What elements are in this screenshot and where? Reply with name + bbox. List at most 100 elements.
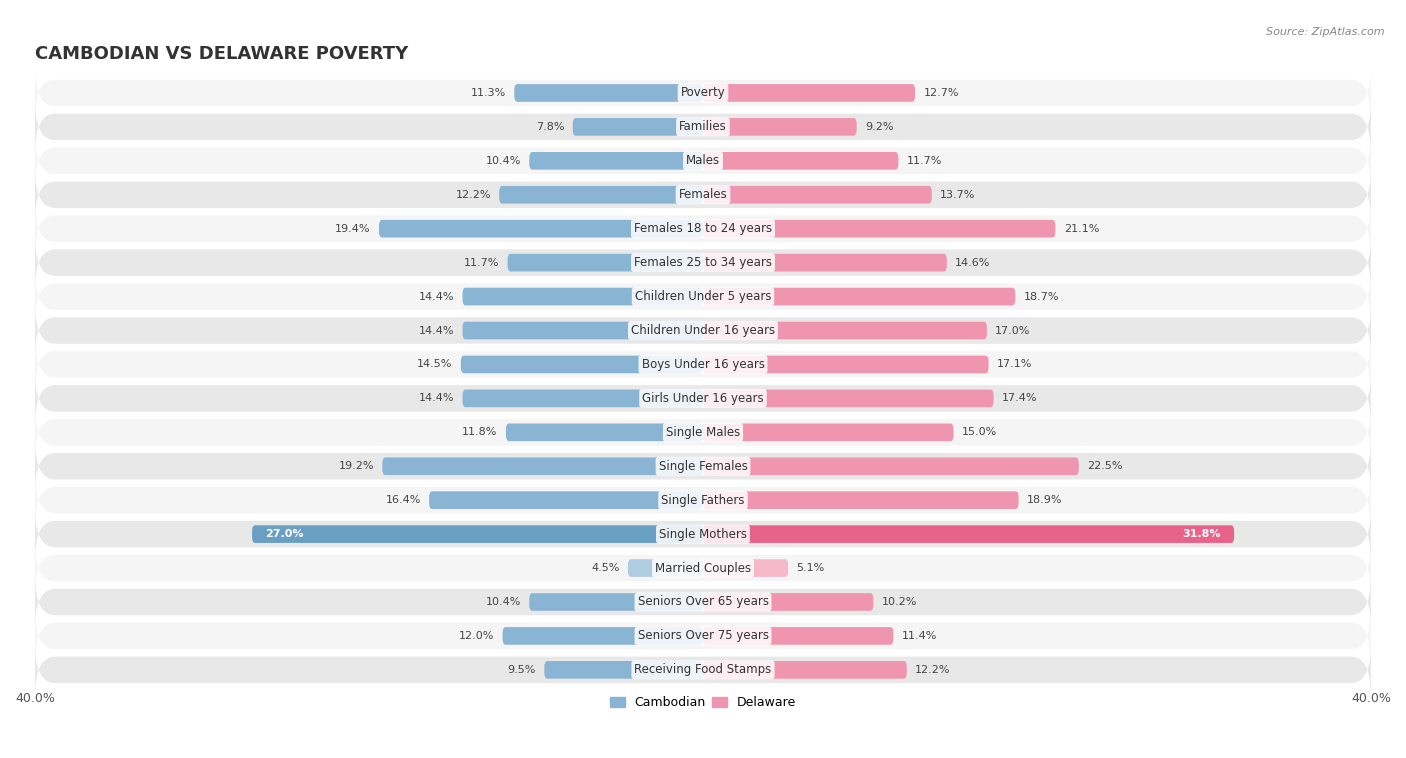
- Text: Single Females: Single Females: [658, 460, 748, 473]
- Text: Poverty: Poverty: [681, 86, 725, 99]
- FancyBboxPatch shape: [35, 168, 1371, 222]
- Text: Source: ZipAtlas.com: Source: ZipAtlas.com: [1267, 27, 1385, 36]
- Text: CAMBODIAN VS DELAWARE POVERTY: CAMBODIAN VS DELAWARE POVERTY: [35, 45, 408, 64]
- Text: 12.0%: 12.0%: [458, 631, 495, 641]
- Text: 21.1%: 21.1%: [1064, 224, 1099, 233]
- Text: Boys Under 16 years: Boys Under 16 years: [641, 358, 765, 371]
- Text: 27.0%: 27.0%: [266, 529, 304, 539]
- Text: 19.4%: 19.4%: [335, 224, 371, 233]
- FancyBboxPatch shape: [380, 220, 703, 237]
- Text: 11.4%: 11.4%: [901, 631, 938, 641]
- FancyBboxPatch shape: [35, 642, 1371, 697]
- Text: 18.9%: 18.9%: [1026, 495, 1063, 505]
- FancyBboxPatch shape: [703, 390, 994, 407]
- Text: 12.2%: 12.2%: [456, 190, 491, 200]
- FancyBboxPatch shape: [35, 575, 1371, 629]
- FancyBboxPatch shape: [463, 288, 703, 305]
- FancyBboxPatch shape: [703, 525, 1234, 543]
- Text: Married Couples: Married Couples: [655, 562, 751, 575]
- Text: Families: Families: [679, 121, 727, 133]
- FancyBboxPatch shape: [463, 390, 703, 407]
- Text: Seniors Over 65 years: Seniors Over 65 years: [637, 596, 769, 609]
- Text: 22.5%: 22.5%: [1087, 462, 1122, 471]
- FancyBboxPatch shape: [35, 235, 1371, 290]
- Text: Girls Under 16 years: Girls Under 16 years: [643, 392, 763, 405]
- Text: 16.4%: 16.4%: [385, 495, 420, 505]
- Text: 11.3%: 11.3%: [471, 88, 506, 98]
- FancyBboxPatch shape: [463, 321, 703, 340]
- FancyBboxPatch shape: [35, 609, 1371, 663]
- FancyBboxPatch shape: [35, 540, 1371, 596]
- Text: 9.2%: 9.2%: [865, 122, 893, 132]
- FancyBboxPatch shape: [502, 627, 703, 645]
- FancyBboxPatch shape: [461, 356, 703, 373]
- FancyBboxPatch shape: [703, 186, 932, 204]
- Text: 10.4%: 10.4%: [485, 597, 522, 607]
- FancyBboxPatch shape: [544, 661, 703, 678]
- Text: 14.4%: 14.4%: [419, 325, 454, 336]
- FancyBboxPatch shape: [35, 201, 1371, 256]
- FancyBboxPatch shape: [703, 118, 856, 136]
- FancyBboxPatch shape: [35, 371, 1371, 426]
- FancyBboxPatch shape: [506, 424, 703, 441]
- FancyBboxPatch shape: [35, 269, 1371, 324]
- Text: 10.4%: 10.4%: [485, 156, 522, 166]
- FancyBboxPatch shape: [703, 254, 946, 271]
- FancyBboxPatch shape: [703, 321, 987, 340]
- FancyBboxPatch shape: [515, 84, 703, 102]
- Text: 9.5%: 9.5%: [508, 665, 536, 675]
- Text: 13.7%: 13.7%: [941, 190, 976, 200]
- Text: 17.0%: 17.0%: [995, 325, 1031, 336]
- Text: 5.1%: 5.1%: [797, 563, 825, 573]
- FancyBboxPatch shape: [703, 288, 1015, 305]
- FancyBboxPatch shape: [703, 220, 1056, 237]
- FancyBboxPatch shape: [703, 627, 893, 645]
- FancyBboxPatch shape: [35, 133, 1371, 188]
- FancyBboxPatch shape: [703, 594, 873, 611]
- Text: 14.6%: 14.6%: [955, 258, 991, 268]
- FancyBboxPatch shape: [429, 491, 703, 509]
- Text: 31.8%: 31.8%: [1182, 529, 1220, 539]
- Text: 10.2%: 10.2%: [882, 597, 917, 607]
- FancyBboxPatch shape: [703, 457, 1078, 475]
- Text: 17.1%: 17.1%: [997, 359, 1032, 369]
- FancyBboxPatch shape: [35, 99, 1371, 155]
- Text: 12.7%: 12.7%: [924, 88, 959, 98]
- FancyBboxPatch shape: [703, 424, 953, 441]
- FancyBboxPatch shape: [35, 65, 1371, 121]
- FancyBboxPatch shape: [572, 118, 703, 136]
- Text: 14.4%: 14.4%: [419, 292, 454, 302]
- FancyBboxPatch shape: [703, 661, 907, 678]
- FancyBboxPatch shape: [703, 356, 988, 373]
- Text: 19.2%: 19.2%: [339, 462, 374, 471]
- Text: 11.7%: 11.7%: [907, 156, 942, 166]
- Text: 11.8%: 11.8%: [463, 428, 498, 437]
- Text: Children Under 5 years: Children Under 5 years: [634, 290, 772, 303]
- FancyBboxPatch shape: [35, 506, 1371, 562]
- FancyBboxPatch shape: [382, 457, 703, 475]
- Text: Females 25 to 34 years: Females 25 to 34 years: [634, 256, 772, 269]
- Legend: Cambodian, Delaware: Cambodian, Delaware: [605, 691, 801, 714]
- Text: Single Mothers: Single Mothers: [659, 528, 747, 540]
- FancyBboxPatch shape: [703, 559, 789, 577]
- Text: Males: Males: [686, 155, 720, 168]
- Text: 18.7%: 18.7%: [1024, 292, 1059, 302]
- Text: 15.0%: 15.0%: [962, 428, 997, 437]
- Text: Children Under 16 years: Children Under 16 years: [631, 324, 775, 337]
- Text: 4.5%: 4.5%: [591, 563, 620, 573]
- Text: Receiving Food Stamps: Receiving Food Stamps: [634, 663, 772, 676]
- FancyBboxPatch shape: [628, 559, 703, 577]
- FancyBboxPatch shape: [703, 491, 1019, 509]
- Text: Single Fathers: Single Fathers: [661, 493, 745, 506]
- Text: Single Males: Single Males: [666, 426, 740, 439]
- Text: 14.5%: 14.5%: [418, 359, 453, 369]
- FancyBboxPatch shape: [35, 439, 1371, 493]
- Text: 7.8%: 7.8%: [536, 122, 564, 132]
- FancyBboxPatch shape: [35, 303, 1371, 358]
- FancyBboxPatch shape: [35, 473, 1371, 528]
- FancyBboxPatch shape: [499, 186, 703, 204]
- FancyBboxPatch shape: [703, 84, 915, 102]
- FancyBboxPatch shape: [35, 337, 1371, 392]
- Text: 14.4%: 14.4%: [419, 393, 454, 403]
- FancyBboxPatch shape: [508, 254, 703, 271]
